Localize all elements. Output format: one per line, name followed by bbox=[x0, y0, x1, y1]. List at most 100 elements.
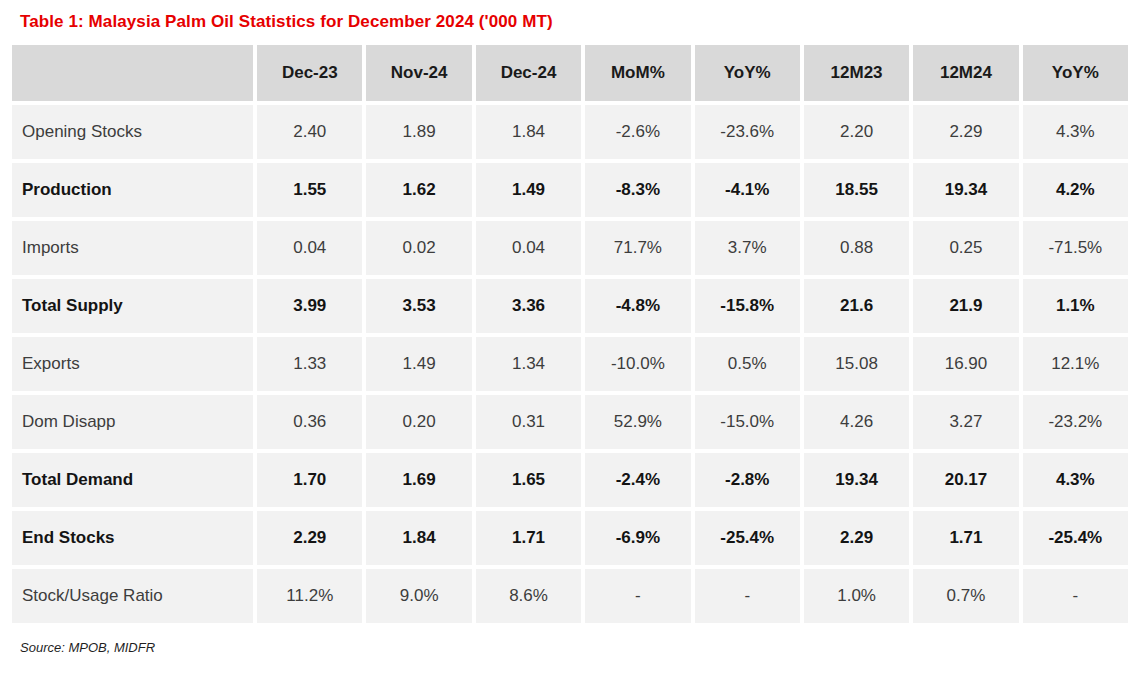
table-cell: -4.1% bbox=[695, 163, 800, 217]
header-cell-empty bbox=[12, 45, 253, 101]
table-cell: 2.40 bbox=[257, 105, 362, 159]
table-row: Exports1.331.491.34-10.0%0.5%15.0816.901… bbox=[12, 337, 1128, 391]
table-cell: -2.6% bbox=[585, 105, 690, 159]
table-cell: 1.71 bbox=[913, 511, 1018, 565]
table-cell: 0.88 bbox=[804, 221, 909, 275]
table-cell: 0.5% bbox=[695, 337, 800, 391]
table-cell: -25.4% bbox=[695, 511, 800, 565]
table-cell: 8.6% bbox=[476, 569, 581, 623]
report-page: Table 1: Malaysia Palm Oil Statistics fo… bbox=[0, 0, 1140, 674]
table-cell: 1.70 bbox=[257, 453, 362, 507]
table-cell: 3.99 bbox=[257, 279, 362, 333]
table-cell: 21.9 bbox=[913, 279, 1018, 333]
row-label: Stock/Usage Ratio bbox=[12, 569, 253, 623]
table-row: Opening Stocks2.401.891.84-2.6%-23.6%2.2… bbox=[12, 105, 1128, 159]
table-cell: 0.20 bbox=[366, 395, 471, 449]
table-cell: 2.29 bbox=[804, 511, 909, 565]
table-cell: 16.90 bbox=[913, 337, 1018, 391]
header-cell: MoM% bbox=[585, 45, 690, 101]
table-cell: 21.6 bbox=[804, 279, 909, 333]
table-cell: -6.9% bbox=[585, 511, 690, 565]
table-cell: 3.36 bbox=[476, 279, 581, 333]
table-cell: 0.02 bbox=[366, 221, 471, 275]
table-cell: 12.1% bbox=[1023, 337, 1128, 391]
table-body: Opening Stocks2.401.891.84-2.6%-23.6%2.2… bbox=[12, 105, 1128, 623]
row-label: Opening Stocks bbox=[12, 105, 253, 159]
table-cell: 0.36 bbox=[257, 395, 362, 449]
table-cell: -71.5% bbox=[1023, 221, 1128, 275]
table-cell: -2.8% bbox=[695, 453, 800, 507]
table-row: End Stocks2.291.841.71-6.9%-25.4%2.291.7… bbox=[12, 511, 1128, 565]
table-row: Production1.551.621.49-8.3%-4.1%18.5519.… bbox=[12, 163, 1128, 217]
table-cell: 1.69 bbox=[366, 453, 471, 507]
table-row: Dom Disapp0.360.200.3152.9%-15.0%4.263.2… bbox=[12, 395, 1128, 449]
row-label: Imports bbox=[12, 221, 253, 275]
header-row: Dec-23Nov-24Dec-24MoM%YoY%12M2312M24YoY% bbox=[12, 45, 1128, 101]
table-row: Imports0.040.020.0471.7%3.7%0.880.25-71.… bbox=[12, 221, 1128, 275]
table-cell: 1.49 bbox=[366, 337, 471, 391]
row-label: Exports bbox=[12, 337, 253, 391]
table-cell: 3.27 bbox=[913, 395, 1018, 449]
table-row: Total Demand1.701.691.65-2.4%-2.8%19.342… bbox=[12, 453, 1128, 507]
table-cell: 1.84 bbox=[476, 105, 581, 159]
table-cell: 1.34 bbox=[476, 337, 581, 391]
header-cell: 12M23 bbox=[804, 45, 909, 101]
table-cell: 3.53 bbox=[366, 279, 471, 333]
table-cell: 1.55 bbox=[257, 163, 362, 217]
table-cell: 9.0% bbox=[366, 569, 471, 623]
header-cell: Dec-23 bbox=[257, 45, 362, 101]
table-cell: 1.49 bbox=[476, 163, 581, 217]
table-cell: 1.62 bbox=[366, 163, 471, 217]
table-cell: -23.2% bbox=[1023, 395, 1128, 449]
table-cell: -10.0% bbox=[585, 337, 690, 391]
table-cell: 2.29 bbox=[257, 511, 362, 565]
table-cell: 1.84 bbox=[366, 511, 471, 565]
row-label: Total Demand bbox=[12, 453, 253, 507]
row-label: Production bbox=[12, 163, 253, 217]
table-cell: -4.8% bbox=[585, 279, 690, 333]
table-cell: 20.17 bbox=[913, 453, 1018, 507]
table-cell: 1.33 bbox=[257, 337, 362, 391]
table-cell: 4.2% bbox=[1023, 163, 1128, 217]
table-cell: 19.34 bbox=[804, 453, 909, 507]
table-cell: 1.71 bbox=[476, 511, 581, 565]
header-cell: Nov-24 bbox=[366, 45, 471, 101]
table-cell: 71.7% bbox=[585, 221, 690, 275]
table-cell: -15.8% bbox=[695, 279, 800, 333]
row-label: Dom Disapp bbox=[12, 395, 253, 449]
source-note: Source: MPOB, MIDFR bbox=[20, 640, 1132, 655]
table-cell: 0.04 bbox=[257, 221, 362, 275]
table-cell: 0.25 bbox=[913, 221, 1018, 275]
table-cell: 2.29 bbox=[913, 105, 1018, 159]
table-cell: -8.3% bbox=[585, 163, 690, 217]
table-cell: 1.0% bbox=[804, 569, 909, 623]
table-cell: 19.34 bbox=[913, 163, 1018, 217]
table-cell: 18.55 bbox=[804, 163, 909, 217]
header-cell: 12M24 bbox=[913, 45, 1018, 101]
table-cell: 1.65 bbox=[476, 453, 581, 507]
table-cell: 4.26 bbox=[804, 395, 909, 449]
header-cell: YoY% bbox=[695, 45, 800, 101]
header-cell: Dec-24 bbox=[476, 45, 581, 101]
table-cell: 0.31 bbox=[476, 395, 581, 449]
table-cell: 0.7% bbox=[913, 569, 1018, 623]
row-label: End Stocks bbox=[12, 511, 253, 565]
table-cell: -25.4% bbox=[1023, 511, 1128, 565]
table-cell: 52.9% bbox=[585, 395, 690, 449]
table-header: Dec-23Nov-24Dec-24MoM%YoY%12M2312M24YoY% bbox=[12, 45, 1128, 101]
table-cell: 15.08 bbox=[804, 337, 909, 391]
table-cell: -15.0% bbox=[695, 395, 800, 449]
table-cell: 0.04 bbox=[476, 221, 581, 275]
table-cell: 4.3% bbox=[1023, 105, 1128, 159]
table-cell: 4.3% bbox=[1023, 453, 1128, 507]
palm-oil-statistics-table: Dec-23Nov-24Dec-24MoM%YoY%12M2312M24YoY%… bbox=[8, 41, 1132, 627]
table-cell: 1.89 bbox=[366, 105, 471, 159]
table-cell: - bbox=[1023, 569, 1128, 623]
row-label: Total Supply bbox=[12, 279, 253, 333]
table-cell: 2.20 bbox=[804, 105, 909, 159]
header-cell: YoY% bbox=[1023, 45, 1128, 101]
table-row: Stock/Usage Ratio11.2%9.0%8.6%--1.0%0.7%… bbox=[12, 569, 1128, 623]
table-cell: - bbox=[585, 569, 690, 623]
table-cell: -23.6% bbox=[695, 105, 800, 159]
table-cell: 3.7% bbox=[695, 221, 800, 275]
